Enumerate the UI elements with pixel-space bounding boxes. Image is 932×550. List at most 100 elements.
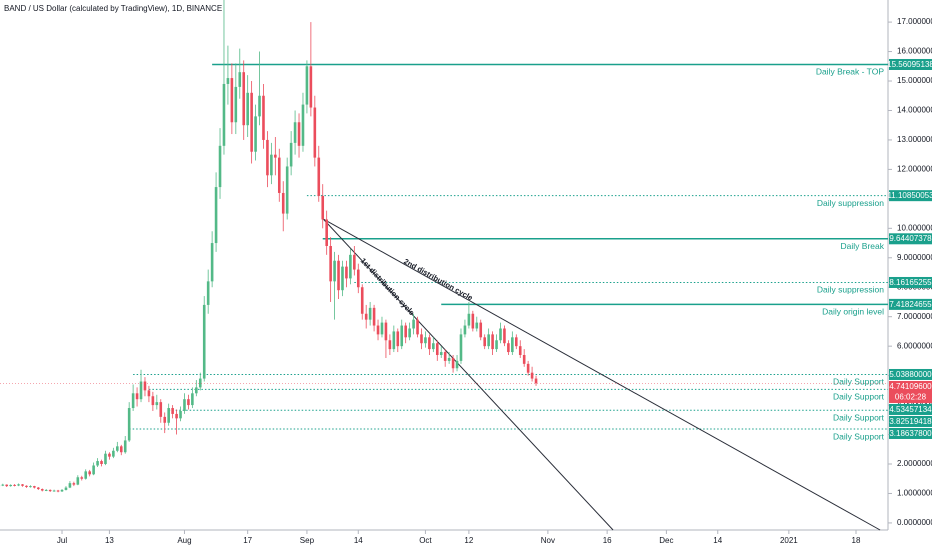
candle-body (48, 489, 52, 492)
candle-body (127, 408, 131, 441)
candle-body (151, 396, 155, 406)
candle-body (511, 337, 514, 353)
level-text: Daily suppression (817, 285, 884, 295)
y-tick-label: 17.00000000 (897, 17, 932, 26)
candle-body (214, 187, 218, 244)
price-label-box (889, 233, 932, 245)
candle-body (329, 245, 332, 282)
level-text: Daily Break - TOP (816, 67, 885, 77)
candle-body (487, 334, 490, 347)
x-tick-label: 13 (105, 536, 114, 545)
candle-body (408, 328, 411, 338)
candle-body (187, 399, 190, 406)
price-label: 11.10850053 (887, 191, 932, 200)
candle-body (206, 281, 210, 305)
candle-body (52, 490, 56, 492)
x-tick-label: Sep (300, 536, 315, 545)
candle-body (238, 72, 242, 87)
x-tick-label: Oct (419, 536, 432, 545)
candle-body (443, 352, 447, 361)
candle-body (9, 484, 12, 487)
candle-body (360, 287, 364, 314)
x-tick-label: 14 (713, 536, 722, 545)
candle-body (459, 334, 463, 361)
candle-body (317, 157, 321, 196)
candle-body (451, 357, 455, 369)
candle-body (439, 352, 443, 356)
candle-body (159, 402, 163, 417)
candle-body (467, 313, 471, 326)
candle-body (380, 322, 384, 335)
candle-body (420, 334, 423, 344)
candle-body (384, 322, 388, 341)
candle-body (262, 95, 265, 140)
candle-body (29, 486, 32, 488)
candle-body (349, 254, 352, 279)
candle-body (341, 266, 344, 291)
price-label: 4.53457134 (889, 405, 932, 414)
price-label: 7.41824655 (889, 300, 932, 309)
y-tick-label: 10.00000000 (897, 223, 932, 232)
candle-body (17, 484, 20, 486)
x-tick-label: Nov (541, 536, 555, 545)
candle-body (92, 465, 95, 475)
candle-body (183, 399, 186, 411)
x-tick-label: 14 (354, 536, 363, 545)
candle-body (179, 410, 182, 419)
countdown: 06:02:28 (895, 393, 927, 402)
candle-body (353, 254, 356, 270)
candle-body (274, 154, 277, 158)
candle-body (72, 483, 76, 485)
candle-body (96, 461, 99, 466)
candle-body (356, 269, 360, 288)
price-label-box (889, 427, 932, 439)
candle-body (108, 453, 111, 457)
candle-body (337, 260, 340, 291)
candle-body (432, 343, 435, 350)
candle-body (479, 322, 483, 338)
candle-body (44, 489, 48, 491)
candle-body (428, 337, 431, 350)
trend-label: 2nd distribution cycle (402, 257, 474, 303)
y-tick-label: 15.00000000 (897, 76, 932, 85)
candle-body (526, 363, 530, 373)
y-tick-label: 7.00000000 (897, 312, 932, 321)
candle-body (191, 393, 194, 406)
candle-body (483, 337, 486, 347)
candle-body (293, 122, 297, 143)
y-tick-label: 14.00000000 (897, 106, 932, 115)
level-text: Daily Support (833, 377, 885, 387)
candle-body (163, 416, 167, 423)
candle-body (112, 450, 115, 457)
candle-body (171, 408, 174, 414)
candle-body (242, 72, 246, 126)
candle-body (250, 92, 253, 152)
candle-body (325, 219, 328, 246)
candle-body (68, 483, 72, 488)
candle-body (147, 390, 151, 397)
candle-body (530, 372, 534, 379)
candle-body (202, 304, 206, 379)
candle-body (37, 487, 40, 490)
candle-body (305, 66, 309, 105)
candle-body (475, 322, 479, 329)
candle-body (123, 440, 127, 453)
candle-body (313, 107, 317, 158)
candle-body (333, 260, 336, 282)
candle-body (246, 92, 249, 126)
candle-body (40, 489, 44, 491)
y-tick-label: 0.00000000 (897, 518, 932, 527)
candle-body (76, 477, 80, 485)
candle-body (514, 337, 518, 347)
x-tick-label: Aug (177, 536, 191, 545)
candle-body (309, 66, 313, 108)
y-tick-label: 6.00000000 (897, 341, 932, 350)
candle-body (64, 487, 68, 490)
candle-body (13, 484, 16, 486)
candle-body (404, 325, 407, 338)
candle-body (175, 413, 178, 419)
candle-body (139, 381, 143, 400)
candle-body (435, 343, 439, 356)
y-tick-label: 2.00000000 (897, 459, 932, 468)
candle-body (345, 266, 348, 279)
